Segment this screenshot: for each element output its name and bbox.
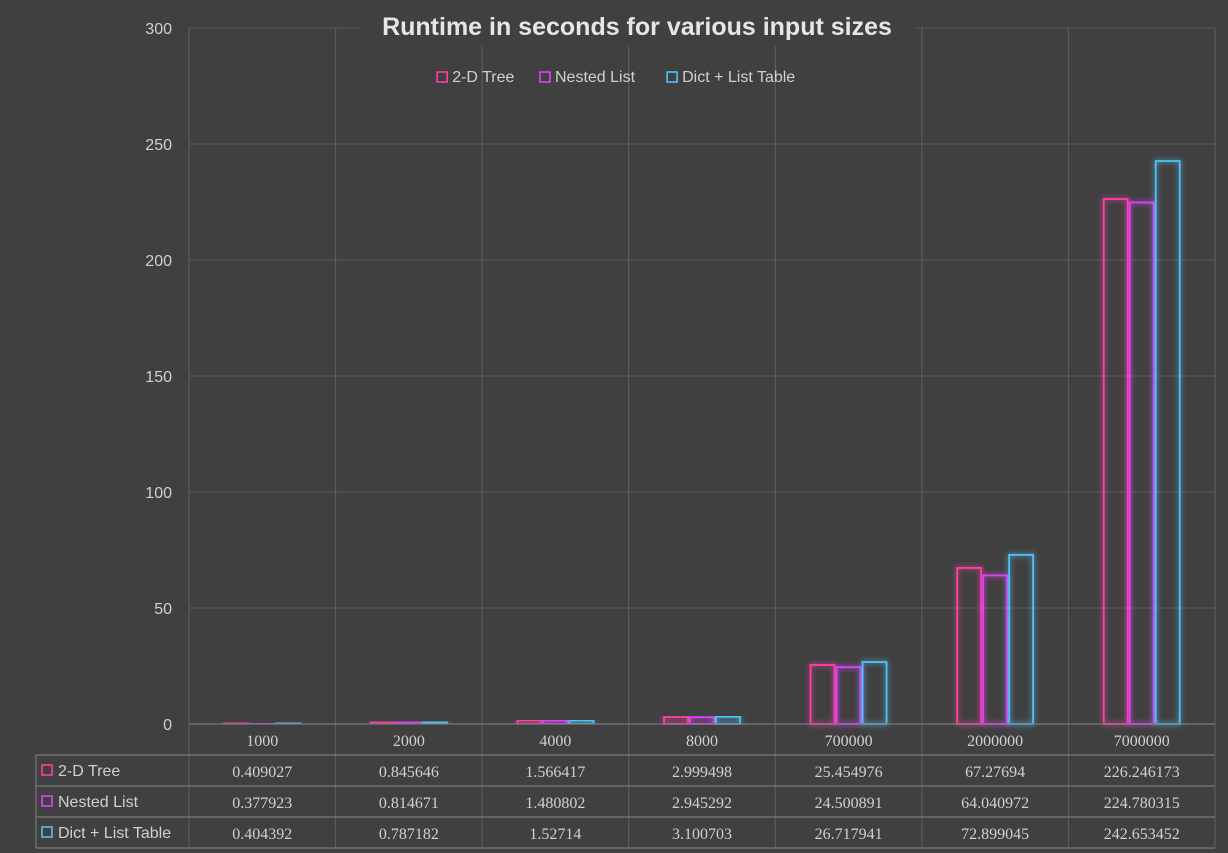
x-tick-label: 2000: [393, 733, 425, 750]
table-cell-nested-list: 1.480802: [525, 795, 585, 812]
legend-key-dict-list-table: [666, 71, 678, 83]
table-cell-dict-list-table: 26.717941: [815, 826, 883, 843]
table-cell-dict-list-table: 0.787182: [379, 826, 439, 843]
bar-dict-list-table-700000: [861, 661, 888, 725]
legend-key-2-d-tree: [436, 71, 449, 83]
table-cell-dict-list-table: 72.899045: [961, 826, 1029, 843]
y-axis-ticks: 0 50 100 150 200 250 300: [145, 21, 172, 734]
y-tick-label: 200: [145, 253, 172, 270]
table-cell-dict-list-table: 0.404392: [232, 826, 292, 843]
bar-nested-list-2000000: [982, 574, 1009, 725]
y-tick-label: 150: [145, 369, 172, 386]
table-row-label-2-d-tree: 2-D Tree: [58, 763, 120, 780]
x-tick-label: 1000: [246, 733, 278, 750]
bar-2-d-tree-7000000: [1102, 198, 1129, 725]
bar-nested-list-8000: [689, 716, 715, 725]
table-cell-dict-list-table: 1.52714: [529, 826, 581, 843]
x-tick-label: 700000: [825, 733, 873, 750]
table-cell-nested-list: 0.814671: [379, 795, 439, 812]
bar-2-d-tree-8000: [663, 716, 689, 725]
x-tick-label: 2000000: [967, 733, 1023, 750]
bar-dict-list-table-2000000: [1008, 553, 1035, 725]
bar-series: [223, 160, 1181, 725]
table-cell-2-d-tree: 0.409027: [232, 764, 292, 781]
legend-label-2-d-tree: 2-D Tree: [452, 69, 514, 86]
legend: 2-D Tree Nested List Dict + List Table: [436, 69, 795, 86]
x-tick-label: 7000000: [1114, 733, 1170, 750]
table-cell-nested-list: 224.780315: [1104, 795, 1180, 812]
gridlines: [188, 27, 1216, 848]
table-cell-2-d-tree: 2.999498: [672, 764, 732, 781]
table-cell-nested-list: 0.377923: [232, 795, 292, 812]
legend-label-dict-list-table: Dict + List Table: [682, 69, 795, 86]
chart-title: Runtime in seconds for various input siz…: [382, 13, 892, 41]
y-tick-label: 300: [145, 21, 172, 38]
table-legend-key-dict-list-table: [41, 826, 53, 838]
x-tick-label: 4000: [539, 733, 571, 750]
table-row-label-nested-list: Nested List: [58, 794, 139, 811]
bar-dict-list-table-8000: [715, 715, 741, 725]
table-cell-2-d-tree: 226.246173: [1104, 764, 1180, 781]
legend-key-nested-list: [539, 71, 551, 83]
bar-nested-list-7000000: [1128, 201, 1155, 725]
table-legend-key-2-d-tree: [41, 764, 53, 776]
y-tick-label: 250: [145, 137, 172, 154]
bar-dict-list-table-7000000: [1154, 160, 1181, 725]
table-legend-key-nested-list: [41, 795, 53, 807]
bar-2-d-tree-700000: [809, 664, 836, 725]
table-cell-2-d-tree: 1.566417: [525, 764, 585, 781]
table-cell-dict-list-table: 242.653452: [1104, 826, 1180, 843]
y-tick-label: 0: [163, 717, 172, 734]
title-backdrop: [360, 8, 916, 46]
x-tick-label: 8000: [686, 733, 718, 750]
table-cell-dict-list-table: 3.100703: [672, 826, 732, 843]
bar-2-d-tree-2000000: [956, 567, 983, 725]
table-row-label-dict-list-table: Dict + List Table: [58, 825, 171, 842]
table-cell-2-d-tree: 0.845646: [379, 764, 439, 781]
table-cell-nested-list: 24.500891: [815, 795, 883, 812]
table-cell-nested-list: 2.945292: [672, 795, 732, 812]
bar-nested-list-700000: [835, 666, 862, 725]
table-cell-2-d-tree: 67.27694: [965, 764, 1025, 781]
legend-label-nested-list: Nested List: [555, 69, 636, 86]
y-tick-label: 50: [154, 601, 172, 618]
table-cell-nested-list: 64.040972: [961, 795, 1029, 812]
y-tick-label: 100: [145, 485, 172, 502]
table-cell-2-d-tree: 25.454976: [815, 764, 883, 781]
data-table: 1000 2000 4000 8000 700000 2000000 7000000 2-D …: [35, 723, 1215, 849]
